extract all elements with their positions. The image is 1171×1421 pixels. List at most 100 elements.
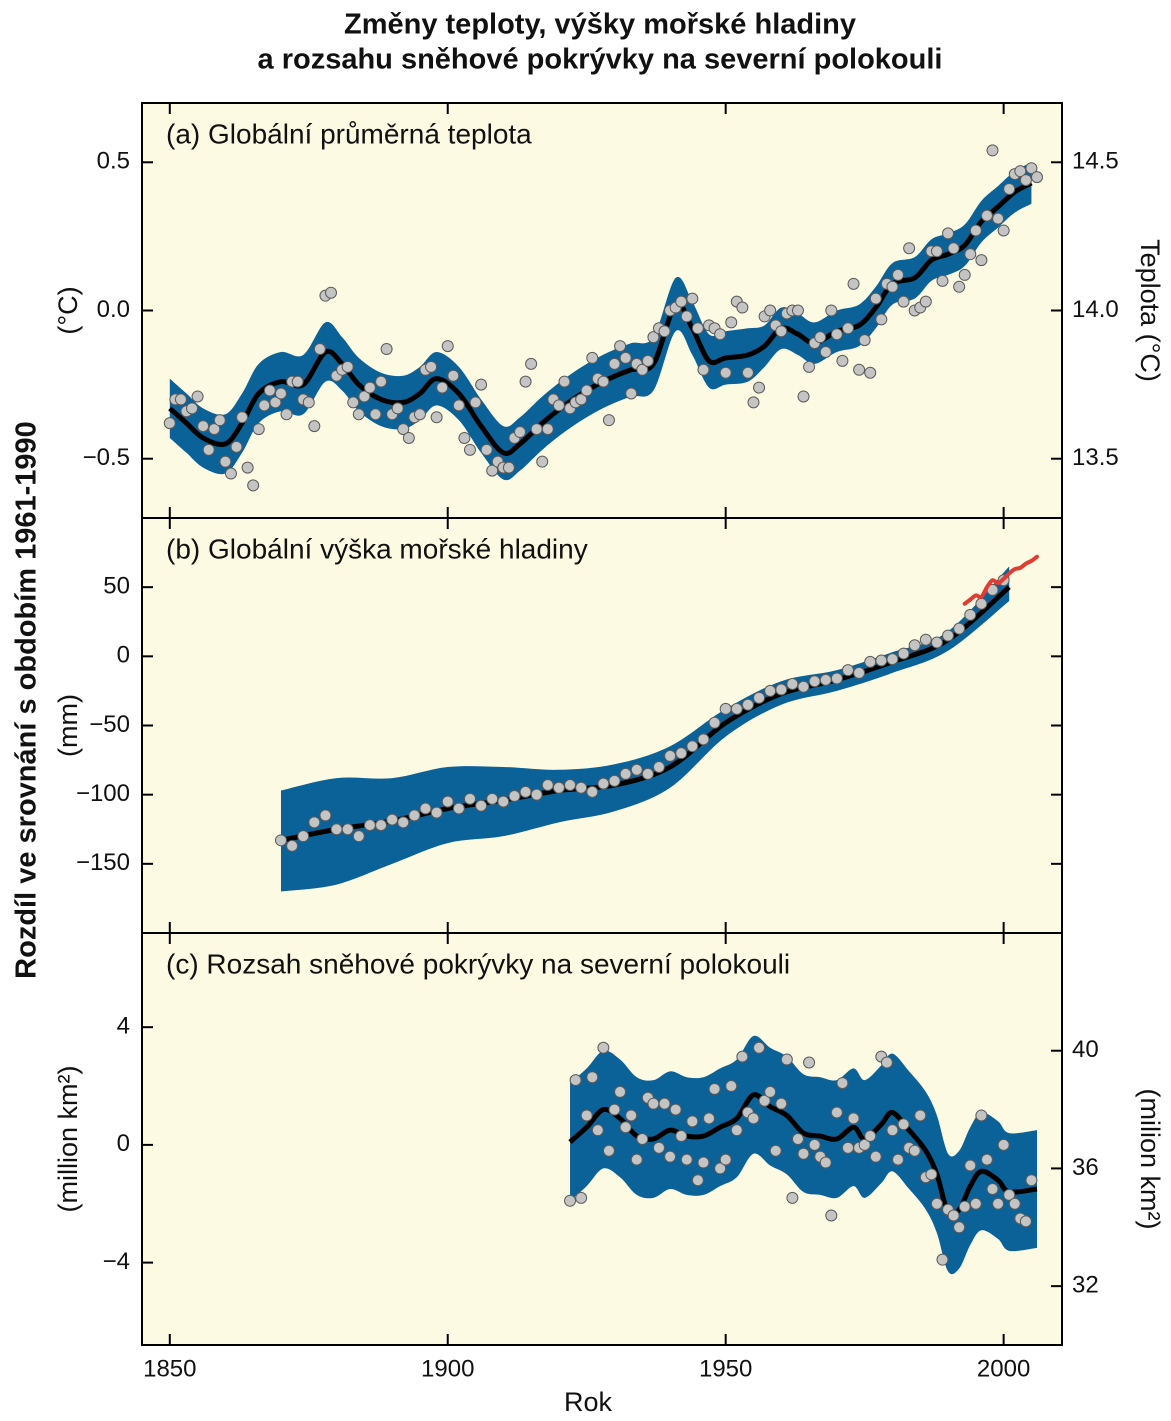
data-point (347, 396, 360, 409)
data-point (953, 622, 966, 635)
data-point (847, 1112, 860, 1125)
data-point (658, 1097, 671, 1110)
data-point (308, 420, 321, 433)
data-point (658, 325, 671, 338)
data-point (780, 1053, 793, 1066)
data-point (964, 608, 977, 621)
data-point (519, 785, 532, 798)
panel-title: (a) Globální průměrná teplota (166, 118, 532, 149)
data-point (864, 655, 877, 668)
data-point (291, 375, 304, 388)
data-point (575, 1191, 588, 1204)
panel-title: (c) Rozsah sněhové pokrývky na severní p… (166, 948, 790, 979)
y-tick-label: −100 (76, 780, 130, 807)
data-point (964, 248, 977, 261)
data-point (552, 781, 565, 794)
data-point (647, 1097, 660, 1110)
data-point (930, 245, 943, 258)
data-point (1025, 1174, 1038, 1187)
data-point (641, 354, 654, 367)
data-point (869, 1150, 882, 1163)
data-point (463, 792, 476, 805)
data-point (680, 310, 693, 323)
data-point (719, 366, 732, 379)
data-point (375, 819, 388, 832)
data-point (819, 346, 832, 358)
smoothed-curve (168, 180, 1033, 456)
plot-area (274, 554, 1039, 892)
data-point (691, 1174, 704, 1187)
data-point (274, 387, 287, 400)
data-point (274, 834, 287, 847)
data-point (819, 1156, 832, 1169)
data-point (897, 295, 910, 308)
data-point (969, 1197, 982, 1210)
data-point (858, 1138, 871, 1151)
data-point (236, 411, 249, 424)
data-point (519, 375, 532, 388)
data-point (708, 716, 721, 729)
data-point (764, 304, 777, 317)
data-point (541, 423, 554, 436)
data-point (263, 384, 276, 397)
data-point (564, 778, 577, 791)
data-point (258, 399, 271, 412)
data-point (786, 1191, 799, 1204)
x-tick-label: 1900 (421, 1355, 474, 1382)
data-point (791, 1133, 804, 1145)
data-point (625, 1109, 638, 1122)
y-axis-label: (mm) (53, 694, 83, 757)
y2-axis-label: (milion km²) (1135, 1089, 1165, 1230)
data-point (886, 280, 899, 293)
data-point (775, 325, 788, 338)
data-point (597, 375, 610, 388)
data-point (241, 461, 254, 474)
data-point (791, 304, 804, 317)
data-point (664, 1150, 677, 1163)
data-point (586, 1071, 599, 1084)
data-point (614, 1085, 627, 1098)
data-point (686, 740, 699, 753)
data-point (508, 790, 521, 803)
data-point (886, 653, 899, 666)
data-point (997, 1138, 1010, 1151)
data-point (830, 328, 843, 341)
data-point (1019, 174, 1032, 187)
y-tick-label: −0.5 (83, 444, 130, 471)
data-point (841, 1141, 854, 1154)
data-point (747, 396, 760, 409)
data-point (708, 1082, 721, 1095)
title-line: a rozsahu sněhové pokrývky na severní po… (258, 44, 943, 76)
data-point (858, 334, 871, 347)
data-point (764, 684, 777, 697)
data-point (247, 479, 260, 492)
data-point (897, 647, 910, 660)
x-tick-label: 1850 (143, 1355, 196, 1382)
data-point (641, 767, 654, 780)
data-point (769, 1144, 782, 1157)
data-point (480, 443, 493, 456)
data-point (975, 597, 988, 610)
data-point (163, 417, 176, 430)
data-point (753, 691, 766, 704)
data-point (875, 654, 888, 667)
plot-area (564, 1035, 1038, 1275)
satellite-line (962, 554, 1039, 606)
data-point (647, 331, 660, 344)
x-tick-label: 2000 (977, 1355, 1030, 1382)
data-point (469, 396, 482, 409)
data-point (530, 788, 543, 801)
data-point (652, 761, 665, 773)
data-point (697, 1156, 710, 1169)
data-point (319, 809, 332, 822)
y-tick-label: −4 (103, 1248, 130, 1275)
data-point (675, 1130, 688, 1143)
data-point (853, 363, 866, 376)
data-point (808, 1138, 821, 1151)
data-point (575, 393, 588, 406)
data-point (630, 763, 643, 776)
data-point (330, 823, 343, 836)
data-point (280, 408, 293, 421)
data-point (819, 673, 832, 686)
data-point (803, 1056, 816, 1069)
